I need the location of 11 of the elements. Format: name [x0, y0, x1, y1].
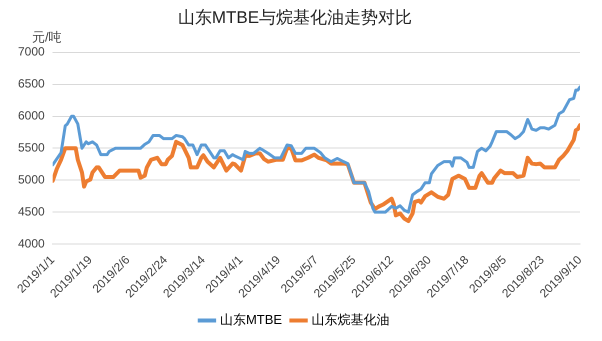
y-tick-label: 5000	[18, 172, 46, 186]
y-tick-label: 6500	[18, 76, 46, 91]
y-tick-label: 7000	[18, 44, 46, 59]
y-axis-title: 元/吨	[32, 29, 62, 44]
y-tick-label: 4000	[18, 236, 46, 250]
legend-label: 山东MTBE	[220, 312, 282, 328]
legend-label: 山东烷基化油	[312, 312, 390, 328]
y-tick-label: 6000	[18, 108, 46, 123]
y-tick-label: 4500	[18, 204, 46, 218]
chart-title: 山东MTBE与烷基化油走势对比	[178, 8, 412, 27]
y-tick-label: 5500	[18, 140, 46, 155]
